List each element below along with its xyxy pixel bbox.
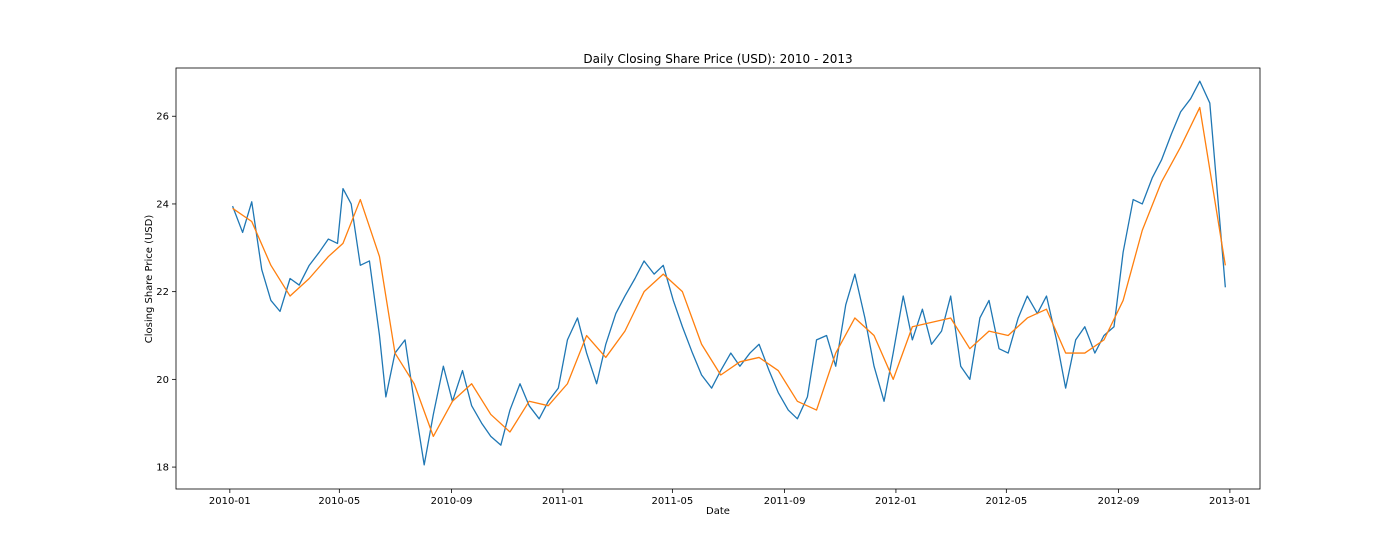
x-tick-label: 2010-05 <box>318 496 360 507</box>
chart-title: Daily Closing Share Price (USD): 2010 - … <box>583 52 852 66</box>
x-tick-label: 2012-05 <box>985 496 1027 507</box>
x-tick-label: 2010-01 <box>209 496 251 507</box>
x-tick-label: 2011-05 <box>651 496 693 507</box>
x-tick-label: 2012-01 <box>875 496 917 507</box>
x-tick-label: 2013-01 <box>1209 496 1251 507</box>
series-line-2 <box>232 106 1226 438</box>
y-tick-label: 20 <box>156 375 169 386</box>
x-axis: 2010-01 2010-05 2010-09 2011-01 2011-05 2011-… <box>209 489 1251 507</box>
y-tick-label: 26 <box>156 112 169 123</box>
x-tick-label: 2010-09 <box>431 496 473 507</box>
series-layer <box>231 80 1226 466</box>
x-axis-label: Date <box>706 506 730 517</box>
plot-area <box>176 68 1260 489</box>
y-tick-label: 24 <box>156 199 169 210</box>
y-tick-label: 18 <box>156 463 169 474</box>
y-axis: 18 20 22 24 26 <box>156 112 176 474</box>
plot-frame <box>175 67 1261 490</box>
y-axis-label: Closing Share Price (USD) <box>144 215 155 344</box>
y-tick-label: 22 <box>156 287 169 298</box>
x-tick-label: 2011-09 <box>764 496 806 507</box>
x-tick-label: 2012-09 <box>1098 496 1140 507</box>
x-tick-label: 2011-01 <box>542 496 584 507</box>
